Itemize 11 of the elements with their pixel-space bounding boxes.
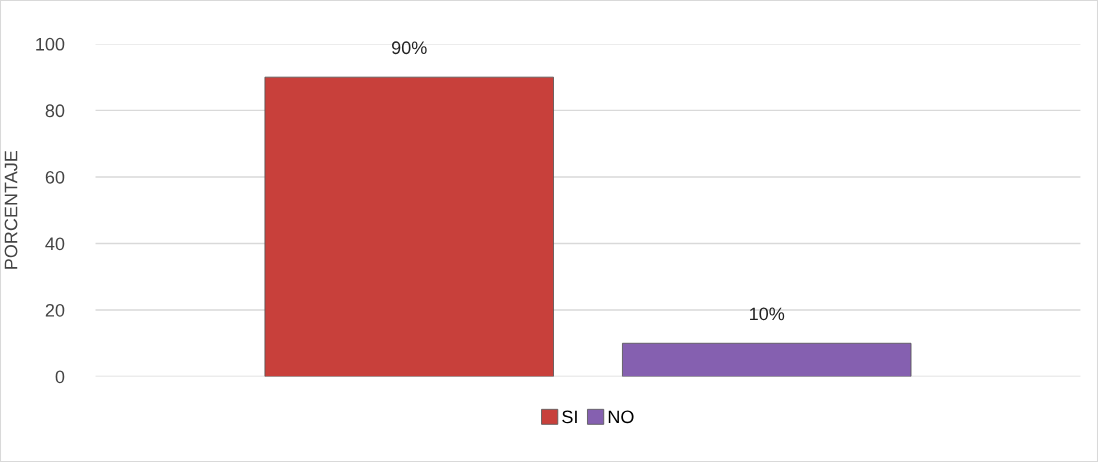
y-tick-label: 0 [55,370,65,384]
y-tick-label: 80 [45,104,65,118]
y-axis-title: PORCENTAJE [4,150,18,269]
y-tick-label: 60 [45,170,65,184]
data-label: 90% [392,41,427,55]
y-tick-label: 40 [45,237,65,251]
legend-label: NO [608,410,634,424]
data-label: 10% [750,307,785,321]
y-tick-label: 100 [36,37,65,51]
y-tick-label: 20 [45,303,65,317]
legend-label: SI [562,410,577,424]
